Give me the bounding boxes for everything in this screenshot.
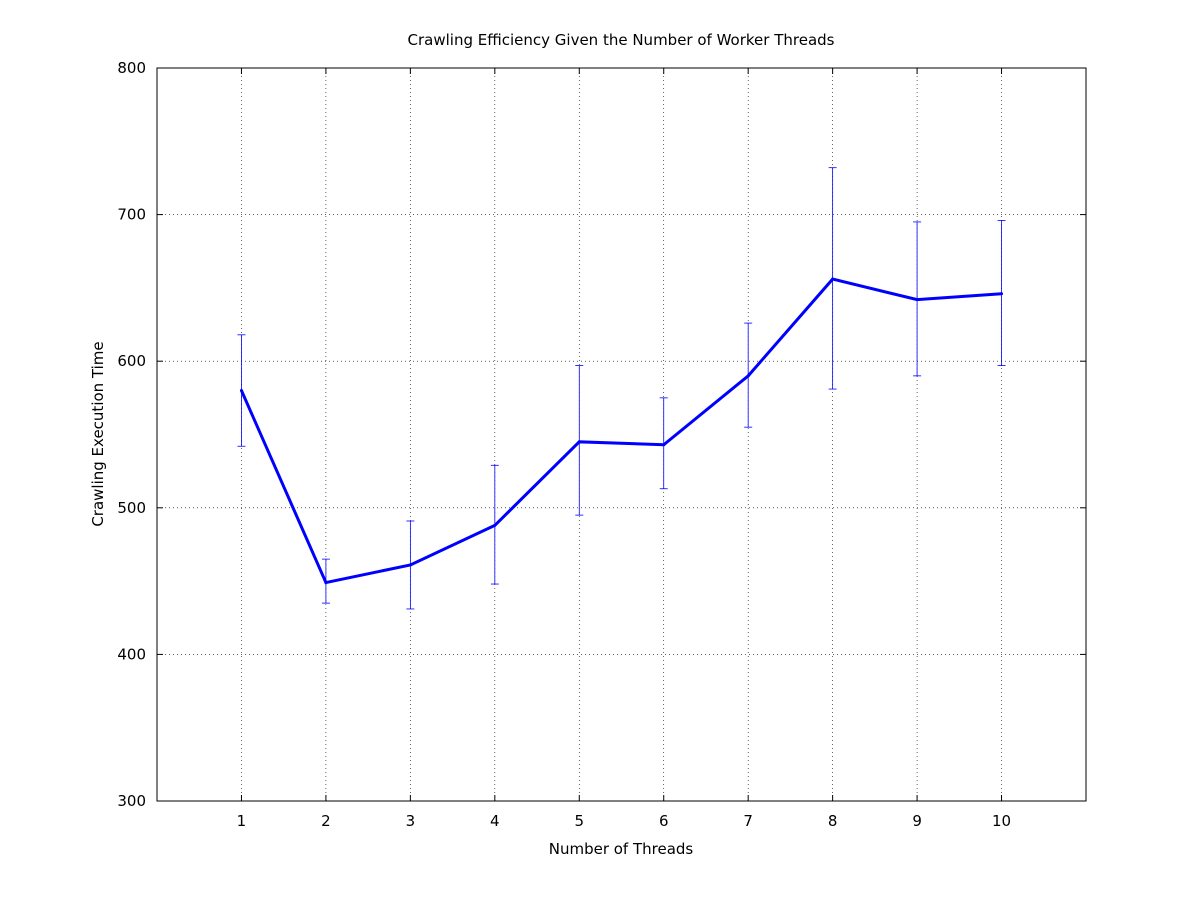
x-axis-label: Number of Threads <box>549 840 694 858</box>
data-point <box>746 374 750 378</box>
y-tick-label: 700 <box>117 206 146 224</box>
x-tick-label: 5 <box>574 812 584 830</box>
data-point <box>577 440 581 444</box>
series <box>239 277 1004 585</box>
y-tick-label: 600 <box>117 352 146 370</box>
x-tick-label: 1 <box>237 812 247 830</box>
data-point <box>239 389 243 393</box>
x-tick-label: 2 <box>321 812 331 830</box>
data-point <box>493 523 497 527</box>
plot-frame <box>156 67 1087 802</box>
ticks: 1 2 3 4 5 6 7 8 9 10 300 400 500 600 700 800 <box>117 59 1086 830</box>
y-tick-label: 500 <box>117 499 146 517</box>
data-point <box>662 443 666 447</box>
x-tick-label: 8 <box>828 812 838 830</box>
x-tick-label: 9 <box>912 812 922 830</box>
y-tick-label: 300 <box>117 792 146 810</box>
y-axis-label: Crawling Execution Time <box>89 341 107 526</box>
x-tick-label: 10 <box>992 812 1011 830</box>
x-tick-label: 7 <box>743 812 753 830</box>
y-tick-label: 800 <box>117 59 146 77</box>
data-point <box>408 563 412 567</box>
series-line <box>240 277 1002 585</box>
data-point <box>915 298 919 302</box>
chart-title: Crawling Efficiency Given the Number of … <box>408 31 835 49</box>
x-tick-label: 3 <box>406 812 416 830</box>
y-tick-label: 400 <box>117 645 146 663</box>
x-tick-label: 6 <box>659 812 669 830</box>
data-point <box>324 581 328 585</box>
x-tick-label: 4 <box>490 812 500 830</box>
data-point <box>831 277 835 281</box>
data-point <box>1000 292 1004 296</box>
